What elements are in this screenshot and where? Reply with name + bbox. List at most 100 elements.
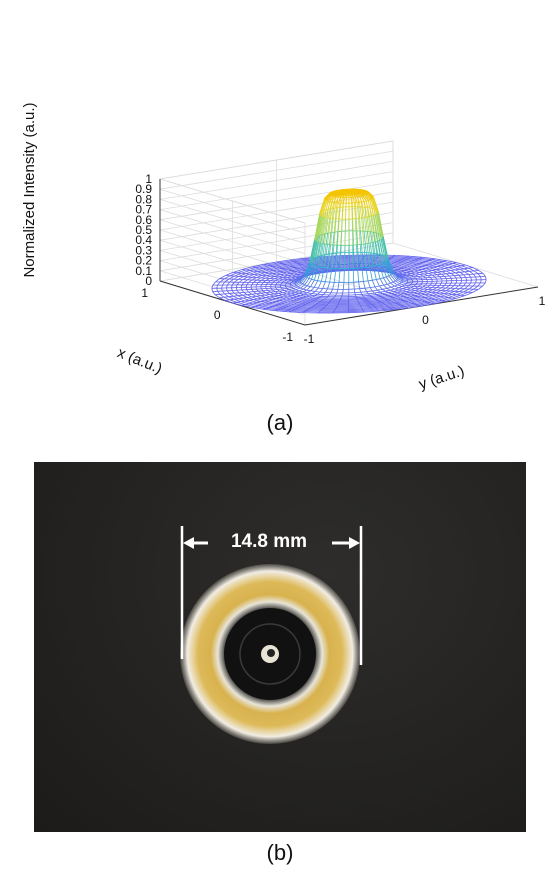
mesh-line (412, 298, 416, 300)
mesh-line (228, 275, 235, 280)
mesh-line (356, 202, 359, 219)
mesh-line (229, 299, 237, 303)
mesh-line (348, 305, 361, 307)
mesh-line (298, 292, 304, 295)
mesh-line (441, 270, 447, 273)
mesh-line (391, 257, 405, 259)
mesh-line (432, 292, 441, 296)
mesh-line (296, 298, 305, 301)
mesh-line (416, 301, 429, 305)
mesh-line (284, 302, 294, 305)
mesh-line (361, 252, 365, 265)
mesh-line (361, 293, 369, 295)
mesh-line (373, 304, 386, 307)
mesh-line (219, 293, 225, 298)
mesh-line (313, 242, 319, 266)
mesh-line (242, 294, 248, 296)
mesh-line (421, 294, 430, 298)
mesh-line (376, 265, 381, 279)
mesh-line (473, 270, 479, 275)
mesh-line (324, 209, 329, 234)
mesh-line (278, 304, 289, 307)
mesh-line (376, 278, 381, 280)
mesh-line (472, 273, 477, 278)
mesh-line (310, 286, 315, 288)
mesh-line (275, 298, 283, 301)
mesh-line (310, 301, 320, 303)
mesh-line (304, 299, 313, 302)
mesh-line (357, 196, 360, 203)
mesh-line (325, 268, 329, 282)
mesh-line (388, 291, 394, 293)
mesh-line (296, 295, 303, 298)
mesh-line (331, 193, 336, 196)
mesh-line (394, 292, 401, 295)
mesh-line (450, 288, 456, 292)
mesh-line (321, 267, 325, 282)
mesh-line (328, 253, 333, 255)
mesh-line (317, 267, 322, 281)
mesh-line (259, 265, 271, 269)
mesh-line (425, 265, 434, 268)
mesh-line (235, 284, 238, 288)
mesh-line (261, 272, 269, 276)
mesh-line (314, 295, 322, 297)
mesh-line (269, 307, 281, 310)
mesh-line (317, 216, 323, 243)
mesh-line (417, 258, 429, 261)
mesh-line (224, 300, 233, 304)
mesh-line (423, 289, 429, 292)
mesh-line (467, 288, 474, 293)
mesh-line (264, 294, 271, 298)
mesh-line (418, 302, 432, 306)
mesh-line (482, 273, 486, 277)
mesh-line (382, 237, 389, 261)
mesh-line (369, 242, 374, 267)
mesh-line (270, 291, 275, 293)
mesh-line (286, 270, 295, 274)
mesh-line (309, 239, 316, 263)
mesh-line (338, 268, 341, 283)
mesh-line (371, 295, 379, 297)
mesh-line (307, 290, 311, 294)
mesh-line (431, 298, 436, 300)
mesh-line (242, 297, 250, 301)
mesh-line (366, 298, 375, 300)
mesh-line (353, 263, 356, 269)
mesh-line (241, 304, 252, 308)
mesh-line (323, 201, 329, 218)
mesh-line (335, 196, 339, 203)
mesh-line (279, 300, 288, 303)
mesh-line (284, 289, 289, 291)
mesh-line (484, 279, 487, 284)
mesh-line (362, 195, 367, 202)
mesh-line (258, 305, 270, 308)
mesh-line (385, 276, 391, 284)
mesh-line (385, 293, 392, 295)
mesh-line (362, 294, 370, 297)
mesh-line (327, 202, 332, 218)
mesh-line (367, 207, 371, 232)
mesh-line (448, 282, 452, 286)
mesh-line (453, 275, 457, 279)
mesh-line (406, 277, 408, 280)
mesh-line (375, 214, 381, 241)
mesh-line (348, 302, 360, 304)
mesh-line (317, 280, 322, 282)
mesh-line (390, 288, 395, 291)
mesh-line (365, 194, 371, 201)
mesh-line (397, 284, 403, 287)
mesh-line (272, 289, 278, 291)
mesh-line (333, 194, 338, 197)
mesh-line (253, 268, 263, 272)
mesh-line (290, 300, 300, 303)
mesh-line (362, 192, 367, 195)
mesh-line (329, 253, 333, 266)
mesh-line (460, 271, 465, 273)
mesh-line (255, 295, 262, 299)
mesh-line (236, 301, 246, 305)
mesh-line (325, 194, 331, 201)
mesh-line (322, 243, 325, 245)
mesh-line (330, 202, 334, 219)
mesh-line (367, 299, 377, 301)
